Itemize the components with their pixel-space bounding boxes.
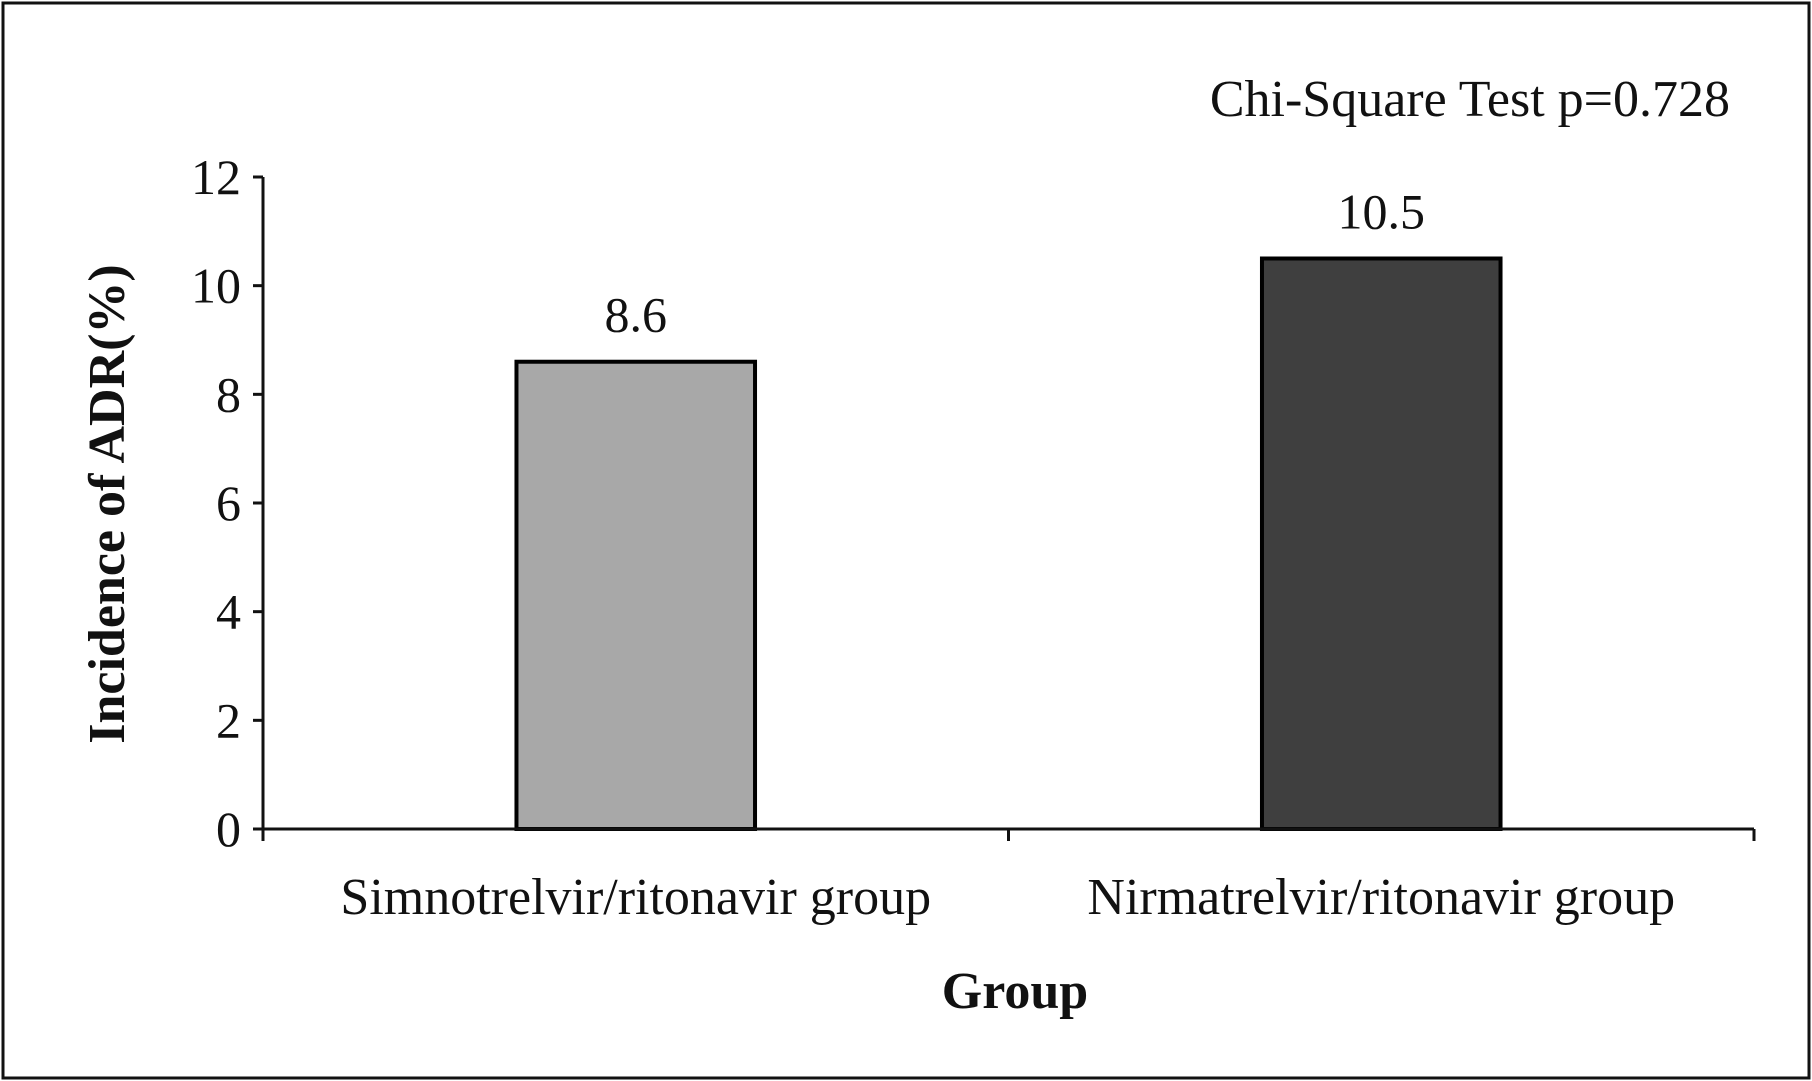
y-tick-label: 10 (191, 258, 241, 314)
x-category-label-1: Simnotrelvir/ritonavir group (340, 869, 931, 926)
y-axis-ticks: 0 2 4 6 8 10 12 (191, 149, 263, 857)
y-axis-title: Incidence of ADR(%) (79, 264, 136, 744)
x-axis-ticks: Simnotrelvir/ritonavir group Nirmatrelvir… (261, 829, 1756, 926)
y-tick-label: 4 (216, 584, 241, 640)
y-tick-label: 6 (216, 475, 241, 531)
bar-1 (514, 359, 758, 831)
annotation-chi-square: Chi-Square Test p=0.728 (1210, 71, 1730, 128)
y-tick-label: 12 (191, 149, 241, 205)
y-tick-label: 2 (216, 692, 241, 748)
bars (514, 256, 1503, 831)
data-labels: 8.6 10.5 (605, 184, 1426, 343)
y-tick-label: 8 (216, 366, 241, 422)
x-axis-title: Group (942, 963, 1088, 1020)
data-label-2: 10.5 (1338, 184, 1426, 240)
y-tick-label: 0 (216, 801, 241, 857)
x-category-label-2: Nirmatrelvir/ritonavir group (1087, 869, 1675, 926)
bar-2 (1259, 256, 1503, 831)
data-label-1: 8.6 (605, 287, 668, 343)
